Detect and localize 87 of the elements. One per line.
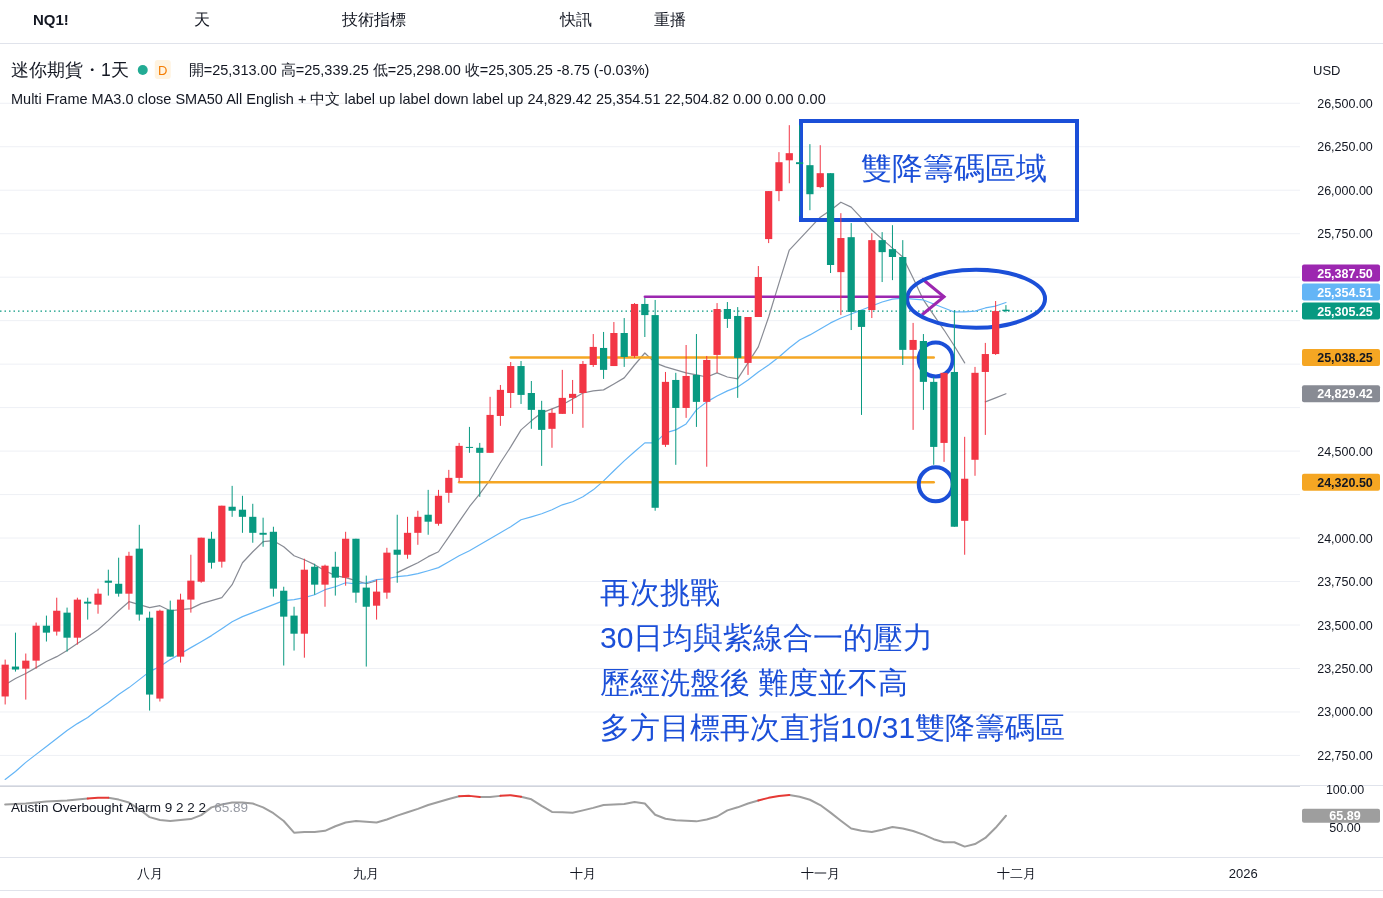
candlestick: [94, 588, 102, 615]
x-tick-label: 十二月: [996, 866, 1036, 881]
candlestick: [569, 379, 577, 415]
candlestick: [22, 653, 30, 701]
text: 技術指標: [341, 11, 406, 28]
text: 25,354.51: [1317, 285, 1373, 300]
text: 25,305.25: [1317, 304, 1373, 319]
y-tick-label: 100.00: [1325, 783, 1365, 798]
y-tick-label: 24,500.00: [1317, 444, 1373, 459]
candlestick: [362, 575, 370, 668]
candlestick: [403, 516, 412, 560]
candlestick: [372, 579, 381, 621]
candlestick: [589, 333, 597, 368]
candlestick: [888, 224, 897, 281]
y-tick-label: 50.00: [1329, 821, 1361, 836]
annotation: 開=25,313.00 高=25,339.25 低=25,298.00 收=25,305.25 -8.75 (-0.03%): [188, 62, 650, 78]
candlestick: [53, 597, 61, 637]
candlestick: [785, 124, 793, 184]
candlestick: [599, 331, 608, 380]
annotation: 雙降籌碼區域: [861, 151, 1047, 186]
y-tick-label: 23,750.00: [1317, 575, 1373, 590]
candlestick: [11, 632, 20, 673]
candlestick: [878, 231, 886, 283]
candlestick: [414, 510, 422, 546]
text: USD: [1313, 63, 1341, 78]
x-tick-label: 十一月: [800, 866, 840, 881]
candlestick: [84, 597, 92, 621]
annotation: 歷經洗盤後 難度並不高: [600, 666, 909, 699]
x-tick-label: 八月: [136, 866, 163, 881]
text: 快訊: [559, 11, 592, 28]
annotation: 65.89: [214, 800, 248, 815]
candlestick: [228, 485, 236, 518]
y-tick-label: 26,250.00: [1317, 140, 1373, 155]
candlestick: [249, 503, 257, 544]
candlestick: [465, 426, 474, 454]
annotation: Multi Frame MA3.0 close SMA50 All English + 中文 label up label down label up 24,829.42 25,354.51 22,504.82 0.00 0.00 0.00: [11, 91, 826, 107]
y-tick-label: 23,250.00: [1317, 661, 1373, 676]
x-tick-label: 九月: [353, 866, 380, 881]
candlestick: [548, 408, 556, 449]
candlestick: [795, 124, 804, 217]
candlestick: [816, 144, 824, 189]
candlestick: [723, 301, 731, 329]
y-tick-label: 23,000.00: [1317, 705, 1373, 720]
candlestick: [321, 564, 329, 608]
annotation: D: [158, 63, 168, 78]
candlestick: [981, 342, 989, 436]
y-tick-label: 23,500.00: [1317, 618, 1373, 633]
candlestick: [538, 400, 546, 467]
y-tick-label: 26,500.00: [1317, 96, 1373, 111]
text: 65.89: [1329, 809, 1361, 824]
text: 25,038.25: [1317, 350, 1373, 365]
annotation: 30日均與紫線合一的壓力: [600, 621, 934, 654]
candlestick: [527, 380, 535, 430]
annotation: 再次挑戰: [600, 576, 720, 609]
candlestick: [393, 514, 401, 584]
candlestick: [238, 495, 247, 534]
candlestick: [42, 615, 51, 643]
candlestick: [259, 517, 267, 548]
text: 迷你期貨・1天: [11, 60, 129, 80]
candlestick: [620, 317, 628, 368]
candlestick: [909, 322, 917, 431]
x-tick-label: 十月: [569, 866, 596, 881]
x-tick-label: 2026: [1228, 866, 1258, 881]
candlestick: [115, 557, 123, 598]
candlestick: [476, 442, 484, 498]
candlestick: [187, 554, 195, 614]
y-tick-label: 22,750.00: [1317, 748, 1373, 763]
y-tick-label: 24,000.00: [1317, 531, 1373, 546]
candlestick: [558, 369, 566, 415]
text: Austin Overbought Alarm 9 2 2 2: [11, 800, 207, 815]
line-series: [4, 297, 1007, 781]
text: 重播: [654, 11, 686, 28]
annotation: 多方目標再次直指10/31雙降籌碼區: [600, 711, 1066, 744]
candlestick: [311, 563, 319, 596]
text: 24,829.42: [1317, 387, 1373, 402]
y-tick-label: 26,000.00: [1317, 183, 1373, 198]
text: 天: [194, 11, 210, 28]
candlestick: [290, 606, 298, 652]
candlestick: [104, 569, 112, 597]
text: NQ1!: [33, 11, 69, 28]
candlestick: [424, 489, 432, 536]
candlestick: [207, 531, 216, 570]
candlestick: [445, 469, 453, 504]
y-tick-label: 25,750.00: [1317, 227, 1373, 242]
text: 25,387.50: [1317, 266, 1373, 281]
candlestick: [331, 551, 339, 597]
text: 24,320.50: [1317, 475, 1373, 490]
